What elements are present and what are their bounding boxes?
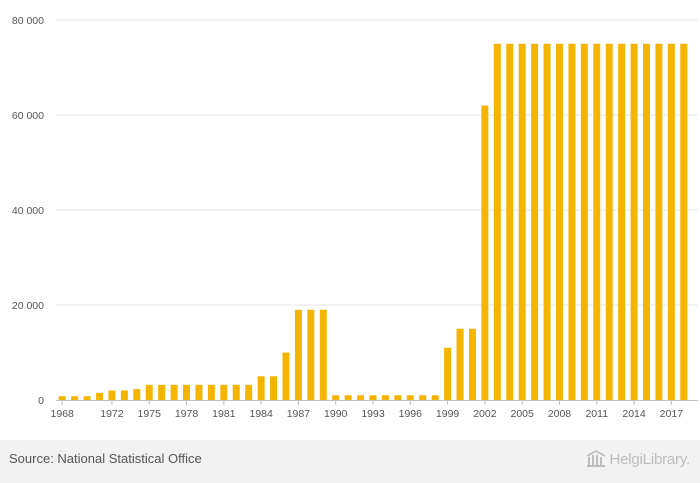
- helgi-library-logo[interactable]: HelgiLibrary.: [585, 448, 691, 470]
- x-tick-label: 2008: [548, 408, 572, 420]
- bar[interactable]: [444, 347, 452, 400]
- y-axis-tick-labels: 0 20 000 40 000 60 000 80 000: [12, 15, 44, 407]
- bar[interactable]: [257, 376, 265, 400]
- bar[interactable]: [481, 105, 489, 401]
- bar[interactable]: [71, 396, 79, 400]
- bar[interactable]: [431, 395, 439, 400]
- bar[interactable]: [307, 309, 315, 400]
- bar[interactable]: [83, 396, 91, 400]
- x-tick-label: 1981: [212, 408, 236, 420]
- y-tick-label: 40 000: [12, 205, 44, 217]
- x-axis-tick-labels: 1968 1972 1975 1978 1981 1984 1987 1990 1993 1996…: [51, 400, 684, 420]
- bar[interactable]: [170, 384, 178, 400]
- x-tick-label: 1996: [399, 408, 423, 420]
- bar[interactable]: [381, 395, 389, 400]
- bar[interactable]: [96, 392, 103, 401]
- bars: [58, 43, 688, 401]
- bar[interactable]: [183, 384, 191, 400]
- bar[interactable]: [643, 43, 650, 400]
- chart-footer: Source: National Statistical Office Helg…: [0, 440, 700, 483]
- bar[interactable]: [468, 328, 476, 400]
- bar[interactable]: [655, 43, 663, 400]
- x-tick-label: 1978: [175, 408, 199, 420]
- bar[interactable]: [419, 395, 427, 400]
- bar[interactable]: [568, 43, 576, 400]
- x-tick-label: 2011: [585, 408, 608, 420]
- x-tick-label: 1987: [287, 408, 311, 420]
- bar[interactable]: [406, 395, 414, 400]
- bar[interactable]: [133, 389, 141, 400]
- bar[interactable]: [120, 390, 128, 401]
- bar[interactable]: [667, 43, 675, 400]
- bar[interactable]: [456, 328, 464, 400]
- bar[interactable]: [344, 395, 352, 400]
- x-tick-label: 2017: [660, 408, 684, 420]
- x-tick-label: 1968: [51, 408, 75, 420]
- bar[interactable]: [680, 43, 688, 400]
- bar[interactable]: [58, 396, 66, 400]
- bar[interactable]: [618, 43, 626, 400]
- bar[interactable]: [145, 384, 153, 400]
- x-tick-label: 2002: [473, 408, 497, 420]
- y-tick-label: 20 000: [12, 300, 44, 312]
- x-tick-label: 1990: [324, 408, 348, 420]
- x-tick-label: 1972: [100, 408, 124, 420]
- bar[interactable]: [605, 43, 613, 400]
- x-tick-label: 2005: [510, 408, 534, 420]
- bar[interactable]: [369, 395, 377, 400]
- y-tick-label: 80 000: [12, 15, 44, 27]
- bar[interactable]: [158, 384, 166, 400]
- bar[interactable]: [332, 395, 340, 400]
- bar[interactable]: [207, 384, 215, 400]
- bar[interactable]: [357, 395, 365, 400]
- bar[interactable]: [294, 309, 302, 400]
- x-tick-label: 1975: [138, 408, 162, 420]
- bar[interactable]: [543, 43, 551, 400]
- x-tick-label: 2014: [622, 408, 646, 420]
- bar[interactable]: [394, 395, 402, 400]
- bar[interactable]: [593, 43, 601, 400]
- bar[interactable]: [245, 384, 253, 400]
- bar[interactable]: [220, 384, 228, 400]
- gridlines: [56, 19, 698, 306]
- bar[interactable]: [580, 43, 588, 400]
- logo-text: HelgiLibrary.: [609, 450, 691, 468]
- bar[interactable]: [108, 390, 116, 401]
- bar[interactable]: [232, 384, 240, 400]
- bar[interactable]: [555, 43, 563, 400]
- source-note: Source: National Statistical Office: [9, 451, 202, 466]
- x-tick-label: 1993: [361, 408, 385, 420]
- x-tick-label: 1999: [436, 408, 460, 420]
- bar[interactable]: [270, 376, 278, 400]
- y-tick-label: 0: [38, 395, 44, 407]
- bar[interactable]: [319, 309, 327, 400]
- bar[interactable]: [493, 43, 501, 400]
- bar[interactable]: [630, 43, 638, 400]
- bar[interactable]: [518, 43, 526, 400]
- bar[interactable]: [506, 43, 514, 400]
- bar[interactable]: [195, 384, 203, 400]
- y-tick-label: 60 000: [12, 110, 44, 122]
- bar[interactable]: [531, 43, 539, 400]
- library-columns-icon: [586, 450, 605, 467]
- bar[interactable]: [282, 352, 290, 401]
- x-tick-label: 1984: [249, 408, 273, 420]
